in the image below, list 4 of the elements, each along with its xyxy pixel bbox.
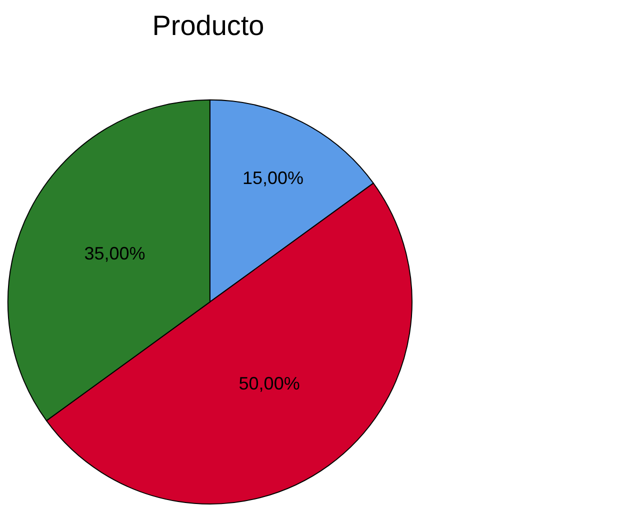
data-label: 35,00% (84, 243, 146, 264)
data-label: 15,00% (242, 168, 304, 188)
chart-title: Producto (152, 10, 264, 41)
data-label: 50,00% (238, 374, 300, 394)
